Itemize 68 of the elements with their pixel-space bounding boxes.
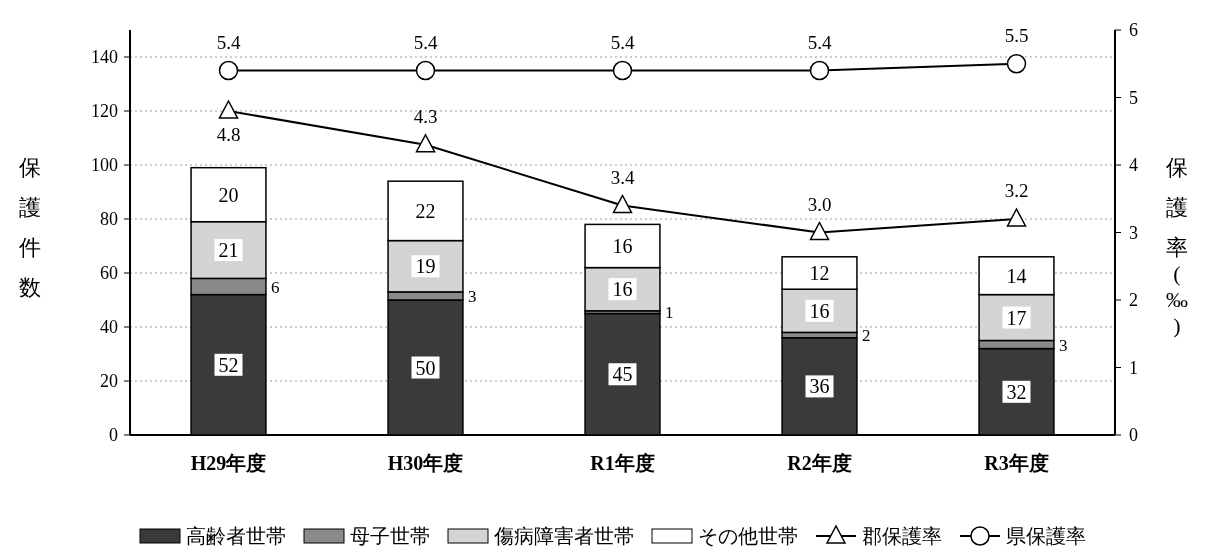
data-label: 4.8 [216, 124, 241, 145]
data-label: 5.4 [216, 31, 241, 53]
y-tick-label: 20 [100, 371, 118, 391]
point [218, 60, 239, 81]
data-label: 14 [1006, 264, 1027, 287]
data-label: 5.4 [807, 31, 832, 53]
data-label: 32 [1006, 380, 1027, 403]
data-label: 21 [218, 239, 239, 262]
y2-tick-label: 0 [1129, 425, 1138, 445]
y2-tick-label: 6 [1129, 20, 1138, 40]
data-label: 16 [612, 235, 633, 257]
data-label: 3 [467, 286, 477, 306]
data-label: 3.0 [807, 193, 832, 215]
y2-tick-label: 4 [1129, 155, 1138, 175]
data-label: 3 [1058, 335, 1068, 355]
y2-tick-label: 2 [1129, 290, 1138, 310]
y-tick-label: 100 [91, 155, 118, 175]
point [612, 60, 633, 81]
point [809, 221, 830, 241]
y2-axis-title: 保護率(‰) [1166, 155, 1188, 338]
y2-tick-label: 5 [1129, 87, 1138, 108]
data-label: 4.3 [413, 105, 438, 127]
point [809, 60, 830, 81]
data-label: 3.4 [610, 166, 635, 188]
point [415, 60, 436, 81]
x-tick-label: R2年度 [787, 452, 852, 474]
x-tick-label: R1年度 [590, 452, 655, 474]
point [1006, 208, 1027, 227]
point [218, 100, 239, 119]
data-label: 20 [218, 183, 239, 206]
data-label: 5.4 [610, 31, 635, 53]
point [1006, 54, 1027, 74]
data-label: 1 [664, 303, 674, 323]
legend-label: 郡保護率 [862, 525, 942, 547]
data-label: 16 [809, 299, 830, 322]
data-label: 22 [415, 199, 436, 222]
y-axis-title: 保護件数 [19, 155, 41, 300]
legend-label: 県保護率 [1006, 525, 1086, 547]
data-label: 19 [415, 255, 436, 278]
y-tick-label: 80 [100, 209, 118, 229]
legend-label: 高齢者世帯 [186, 525, 286, 547]
y-tick-label: 120 [91, 101, 118, 121]
legend-label: 傷病障害者世帯 [493, 525, 634, 547]
y-tick-label: 60 [100, 263, 118, 283]
data-label: 12 [809, 262, 830, 284]
y2-tick-label: 3 [1129, 222, 1138, 243]
data-label: 6 [270, 277, 280, 297]
y-tick-label: 40 [100, 317, 118, 337]
data-label: 36 [809, 375, 830, 398]
x-tick-label: H30年度 [387, 452, 464, 474]
data-label: 45 [612, 363, 633, 386]
y2-tick-label: 1 [1129, 357, 1138, 378]
data-label: 17 [1006, 306, 1027, 329]
data-label: 2 [861, 326, 871, 346]
data-label: 16 [612, 278, 633, 301]
legend-label: 母子世帯 [350, 525, 430, 547]
point [415, 134, 436, 153]
data-label: 5.5 [1004, 24, 1029, 46]
data-label: 50 [415, 356, 436, 379]
point [612, 194, 633, 214]
y-tick-label: 140 [91, 47, 118, 67]
data-label: 3.2 [1004, 180, 1029, 201]
data-label: 5.4 [413, 31, 438, 53]
x-tick-label: R3年度 [984, 452, 1049, 474]
y-tick-label: 0 [109, 425, 118, 445]
data-label: 52 [218, 353, 239, 376]
legend-label: その他世帯 [698, 525, 798, 547]
x-tick-label: H29年度 [190, 452, 267, 474]
